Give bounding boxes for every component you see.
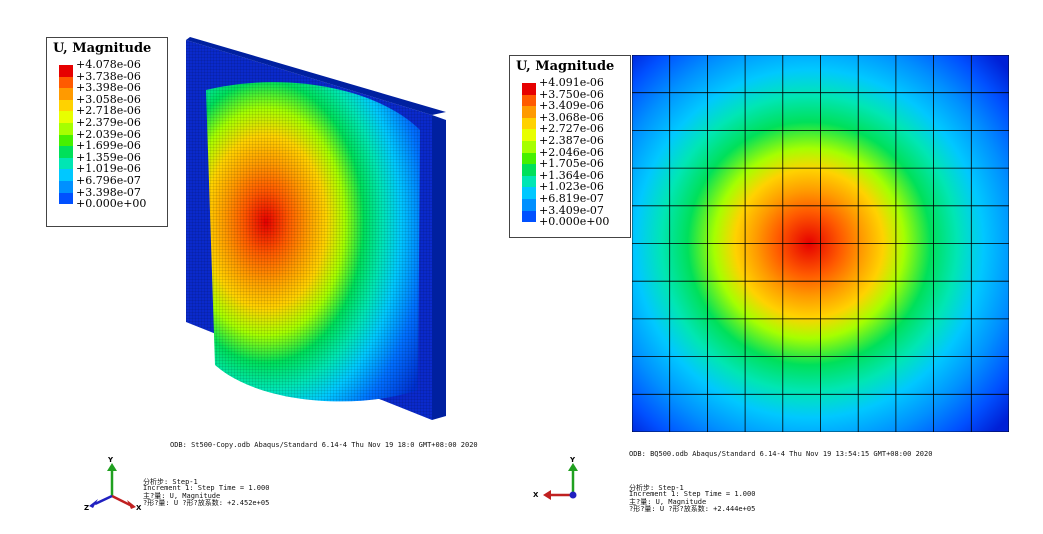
legend-swatch xyxy=(59,157,73,170)
legend-swatch xyxy=(522,198,536,211)
axis-triad-left xyxy=(89,463,136,509)
legend-title: U, Magnitude xyxy=(53,41,152,56)
legend-right: U, Magnitude +4.091e-06 +3.750e-06 +3.409e… xyxy=(509,55,631,238)
legend-value: +1.364e-06 xyxy=(539,168,604,182)
legend-value: +3.398e-06 xyxy=(76,81,141,95)
legend-value: +3.409e-06 xyxy=(539,99,604,113)
triad-y-label: Y xyxy=(570,456,576,464)
legend-value: +3.750e-06 xyxy=(539,87,604,101)
plate-side-face xyxy=(432,115,446,420)
legend-swatch xyxy=(59,88,73,100)
legend-labels: +4.091e-06 +3.750e-06 +3.409e-06 +3.068e-06… xyxy=(539,77,609,228)
legend-swatch xyxy=(59,169,73,181)
legend-value: +1.019e-06 xyxy=(76,162,141,176)
legend-labels: +4.078e-06 +3.738e-06 +3.398e-06 +3.058e-06… xyxy=(76,59,146,210)
deformed-var-line: ?形?量: U ?形?放系数: +2.444e+05 xyxy=(629,505,756,513)
legend-swatch xyxy=(522,187,536,199)
legend-value: +3.409e-07 xyxy=(539,203,604,217)
legend-swatch xyxy=(522,83,536,95)
right-viewport[interactable]: U, Magnitude +4.091e-06 +3.750e-06 +3.409e… xyxy=(509,0,1043,534)
legend-value: +2.387e-06 xyxy=(539,133,604,147)
triad-y-label: Y xyxy=(108,456,114,464)
left-viewport[interactable]: U, Magnitude +4.078e-06 +3.738e-06 +3.398e… xyxy=(0,0,521,534)
legend-value: +1.023e-06 xyxy=(539,180,604,194)
legend-swatch xyxy=(59,76,73,89)
legend-swatch xyxy=(59,65,73,77)
legend-swatches xyxy=(59,65,73,205)
legend-swatch xyxy=(59,122,73,135)
legend-value: +2.039e-06 xyxy=(76,127,141,141)
legend-swatch xyxy=(522,175,536,188)
legend-swatch xyxy=(522,140,536,153)
legend-value: +3.738e-06 xyxy=(76,69,141,83)
legend-swatch xyxy=(59,99,73,112)
odb-info-line: ODB: St500-Copy.odb Abaqus/Standard 6.14… xyxy=(170,441,478,449)
legend-swatch xyxy=(522,129,536,141)
legend-value: +3.068e-06 xyxy=(539,110,604,124)
legend-swatch xyxy=(59,111,73,123)
primary-var-line: 主?量: U, Magnitude xyxy=(143,492,221,500)
legend-left: U, Magnitude +4.078e-06 +3.738e-06 +3.398e… xyxy=(46,37,168,227)
legend-value: +3.398e-07 xyxy=(76,185,141,199)
legend-title: U, Magnitude xyxy=(516,59,615,74)
legend-value: +0.000e+00 xyxy=(539,215,610,229)
legend-value: +2.046e-06 xyxy=(539,145,604,159)
legend-value: +4.091e-06 xyxy=(539,76,604,89)
step-line: 分析步: Step-1 xyxy=(629,484,684,492)
odb-info-line: ODB: BQ500.odb Abaqus/Standard 6.14-4 Th… xyxy=(629,450,933,458)
legend-swatch xyxy=(522,164,536,176)
legend-value: +4.078e-06 xyxy=(76,58,141,71)
legend-swatch xyxy=(522,152,536,165)
legend-swatch xyxy=(59,134,73,147)
legend-value: +2.379e-06 xyxy=(76,115,141,129)
legend-swatch xyxy=(522,210,536,223)
increment-line: Increment 1: Step Time = 1.000 xyxy=(143,484,270,492)
legend-value: +0.000e+00 xyxy=(76,197,147,211)
legend-value: +6.819e-07 xyxy=(539,191,604,205)
legend-value: +1.359e-06 xyxy=(76,150,141,164)
legend-swatch xyxy=(59,146,73,158)
legend-swatch xyxy=(59,180,73,193)
triad-z-label: Z xyxy=(84,504,90,512)
legend-swatch xyxy=(59,192,73,205)
legend-value: +1.699e-06 xyxy=(76,139,141,153)
plate-3d-contour-plot[interactable] xyxy=(0,0,521,534)
increment-line: Increment 1: Step Time = 1.000 xyxy=(629,490,756,498)
deformed-var-line: ?形?量: U ?形?放系数: +2.452e+05 xyxy=(143,499,270,507)
plate-2d-contour-plot[interactable] xyxy=(632,55,1009,432)
axis-triad-right xyxy=(543,463,578,500)
legend-swatch xyxy=(522,117,536,130)
triad-x-label: X xyxy=(533,491,539,499)
step-line: 分析步: Step-1 xyxy=(143,478,198,486)
legend-value: +3.058e-06 xyxy=(76,92,141,106)
legend-value: +2.727e-06 xyxy=(539,122,604,136)
legend-value: +1.705e-06 xyxy=(539,157,604,171)
legend-swatches xyxy=(522,83,536,223)
legend-value: +6.796e-07 xyxy=(76,173,141,187)
primary-var-line: 主?量: U, Magnitude xyxy=(629,498,707,506)
triad-x-label: X xyxy=(136,504,142,512)
legend-swatch xyxy=(522,94,536,107)
legend-value: +2.718e-06 xyxy=(76,104,141,118)
legend-swatch xyxy=(522,106,536,118)
